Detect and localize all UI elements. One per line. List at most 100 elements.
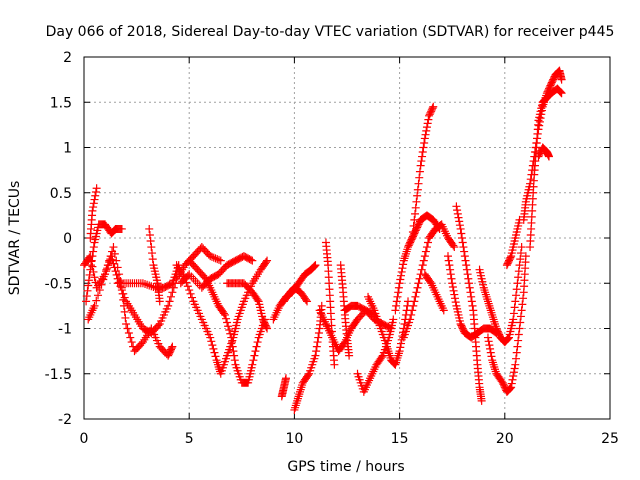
data-point-marker [391, 306, 400, 315]
data-point-marker [514, 267, 523, 276]
data-point-marker [516, 255, 525, 264]
data-point-marker [92, 184, 101, 193]
data-point-marker [406, 315, 415, 324]
data-point-marker [154, 321, 163, 330]
data-point-marker [456, 224, 465, 233]
data-point-marker [230, 356, 239, 365]
data-point-marker [310, 262, 319, 271]
data-point-marker [467, 292, 476, 301]
data-point-marker [392, 301, 401, 310]
series-track-28 [483, 252, 530, 396]
data-point-marker [517, 306, 526, 315]
data-point-marker [451, 294, 460, 303]
data-point-marker [111, 267, 120, 276]
data-point-marker [207, 337, 216, 346]
data-point-marker [120, 293, 129, 302]
data-point-marker [207, 252, 216, 261]
series-track-14 [279, 283, 312, 306]
y-tick-label: -2 [58, 412, 72, 428]
data-point-marker [458, 238, 467, 247]
data-point-marker [509, 368, 518, 377]
y-tick-label: 1.5 [50, 95, 72, 111]
data-point-marker [510, 364, 519, 373]
data-point-marker [124, 329, 133, 338]
data-point-marker [512, 285, 521, 294]
data-point-marker [165, 297, 174, 306]
data-point-marker [413, 283, 422, 292]
data-point-marker [518, 300, 527, 309]
data-point-marker [145, 224, 154, 233]
data-point-marker [418, 152, 427, 161]
data-point-marker [314, 329, 323, 338]
data-point-marker [112, 270, 121, 279]
data-point-marker [117, 286, 126, 295]
data-point-marker [486, 344, 495, 353]
data-point-marker [122, 319, 131, 328]
data-point-marker [92, 296, 101, 305]
data-point-marker [394, 283, 403, 292]
y-tick-label: 0.5 [50, 186, 72, 202]
data-point-marker [84, 276, 93, 285]
data-point-marker [409, 221, 418, 230]
data-point-marker [511, 360, 520, 369]
data-point-marker [88, 206, 97, 215]
data-point-marker [168, 288, 177, 297]
data-point-marker [515, 261, 524, 270]
data-point-marker [452, 202, 461, 211]
data-point-marker [509, 315, 518, 324]
data-point-marker [513, 342, 522, 351]
data-point-marker [511, 297, 520, 306]
data-point-marker [317, 301, 326, 310]
data-point-marker [222, 314, 231, 323]
data-point-marker [395, 279, 404, 288]
data-point-marker [446, 265, 455, 274]
data-point-marker [407, 310, 416, 319]
data-point-marker [220, 310, 229, 319]
data-point-marker [312, 342, 321, 351]
data-point-marker [450, 290, 459, 299]
data-point-marker [417, 157, 426, 166]
x-tick-label: 20 [496, 431, 514, 447]
data-point-marker [253, 338, 262, 347]
data-point-marker [462, 261, 471, 270]
data-point-marker [510, 303, 519, 312]
data-point-marker [513, 279, 522, 288]
data-point-marker [516, 312, 525, 321]
data-point-marker [421, 247, 430, 256]
data-point-marker [206, 252, 215, 261]
data-point-marker [448, 279, 457, 288]
data-point-marker [419, 256, 428, 265]
data-point-marker [209, 344, 218, 353]
data-point-marker [557, 75, 566, 84]
series-track-05 [145, 224, 164, 306]
data-point-marker [110, 263, 119, 272]
data-point-marker [117, 224, 126, 233]
y-tick-label: -1 [58, 322, 72, 338]
data-point-marker [168, 342, 177, 351]
data-point-marker [281, 374, 290, 383]
data-point-marker [301, 295, 310, 304]
data-point-marker [483, 333, 492, 342]
data-point-marker [484, 337, 493, 346]
series-track-12 [290, 301, 326, 414]
data-point-marker [228, 342, 237, 351]
data-point-marker [462, 265, 471, 274]
data-point-marker [455, 217, 464, 226]
data-point-marker [422, 243, 431, 252]
data-point-marker [454, 213, 463, 222]
data-point-marker [506, 384, 515, 393]
data-point-marker [225, 326, 234, 335]
data-point-marker [211, 352, 220, 361]
series-track-03 [86, 184, 101, 242]
data-point-marker [449, 241, 458, 250]
data-point-marker [209, 253, 218, 262]
data-point-marker [87, 256, 96, 265]
data-point-marker [412, 197, 421, 206]
data-point-marker [477, 396, 486, 405]
series-track-27 [475, 243, 526, 347]
series-track-06 [113, 261, 183, 292]
data-point-marker [109, 259, 118, 268]
data-point-marker [95, 286, 104, 295]
data-point-marker [216, 256, 225, 265]
data-point-marker [120, 307, 129, 316]
